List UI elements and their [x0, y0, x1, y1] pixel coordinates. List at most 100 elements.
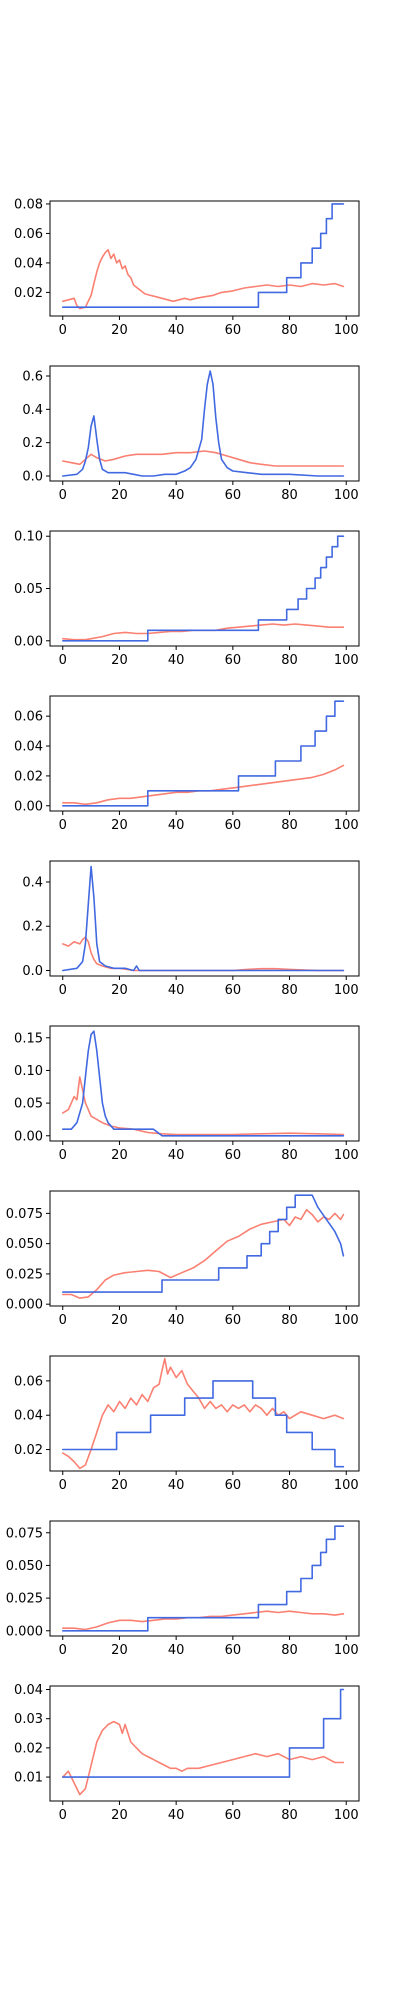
x-tick-label: 20	[111, 653, 128, 668]
y-tick-label: 0.15	[14, 1031, 43, 1046]
y-tick-label: 0.00	[14, 799, 43, 814]
x-tick-label: 40	[168, 818, 185, 833]
x-tick-label: 80	[281, 1808, 298, 1823]
x-tick-label: 40	[168, 1313, 185, 1328]
series-line-a	[62, 764, 345, 806]
x-tick-label: 80	[281, 653, 298, 668]
y-tick-label: 0.04	[14, 256, 43, 271]
y-tick-label: 0.02	[14, 1741, 43, 1756]
y-tick-label: 0.02	[14, 1443, 43, 1458]
x-tick-label: 100	[334, 1313, 359, 1328]
x-tick-label: 40	[168, 1643, 185, 1658]
y-tick-label: 0.00	[14, 1129, 43, 1144]
y-tick-label: 0.06	[14, 710, 43, 725]
series-line-a	[62, 623, 345, 641]
y-tick-label: 0.4	[22, 876, 43, 891]
y-tick-label: 0.0	[22, 964, 43, 979]
chart-6: 0 20 40 60 80 100 0.00 0.05 0.10 0.15	[14, 1025, 360, 1163]
y-tick-label: 0.01	[14, 1771, 43, 1786]
x-tick-label: 0	[59, 1478, 67, 1493]
x-tick-label: 40	[168, 1478, 185, 1493]
x-tick-label: 20	[111, 488, 128, 503]
x-tick-label: 40	[168, 323, 185, 338]
x-tick-label: 100	[334, 1643, 359, 1658]
chart-1: 0 20 40 60 80 100 0.02 0.04 0.06 0.08	[14, 197, 360, 338]
x-tick-label: 60	[225, 1478, 242, 1493]
x-tick-label: 100	[334, 1478, 359, 1493]
x-tick-label: 0	[59, 1148, 67, 1163]
x-tick-label: 60	[225, 1313, 242, 1328]
series-line-b	[62, 1688, 345, 1778]
x-tick-label: 100	[334, 983, 359, 998]
y-tick-label: 0.06	[14, 227, 43, 242]
x-tick-label: 80	[281, 983, 298, 998]
series-line-b	[62, 1030, 345, 1137]
x-tick-label: 0	[59, 983, 67, 998]
series-line-b	[62, 203, 345, 308]
x-tick-label: 100	[334, 323, 359, 338]
chart-2: 0 20 40 60 80 100 0.0 0.2 0.4 0.6	[22, 365, 360, 503]
y-tick-label: 0.04	[14, 1683, 43, 1698]
x-tick-label: 80	[281, 1478, 298, 1493]
series-line-b	[62, 1525, 345, 1632]
series-line-a	[62, 1357, 345, 1470]
y-tick-label: 0.05	[14, 1097, 43, 1112]
plot-frame	[49, 1355, 360, 1472]
y-tick-label: 0.06	[14, 1374, 43, 1389]
series-line-a	[62, 1076, 345, 1136]
chart-9: 0 20 40 60 80 100 0.000 0.025 0.050 0.075	[6, 1520, 360, 1658]
x-tick-label: 60	[225, 653, 242, 668]
x-tick-label: 40	[168, 1148, 185, 1163]
x-tick-label: 0	[59, 1313, 67, 1328]
x-tick-label: 0	[59, 323, 67, 338]
x-tick-label: 40	[168, 1808, 185, 1823]
y-tick-label: 0.04	[14, 740, 43, 755]
x-tick-label: 60	[225, 1808, 242, 1823]
y-tick-label: 0.2	[22, 436, 43, 451]
y-tick-label: 0.000	[6, 1624, 43, 1639]
x-tick-label: 60	[225, 488, 242, 503]
series-line-b	[62, 370, 345, 477]
chart-7: 0 20 40 60 80 100 0.000 0.025 0.050 0.075	[6, 1190, 360, 1328]
x-tick-label: 20	[111, 983, 128, 998]
plot-frame	[49, 1190, 360, 1307]
x-tick-label: 80	[281, 1313, 298, 1328]
x-tick-label: 60	[225, 818, 242, 833]
series-line-b	[62, 1380, 345, 1468]
y-tick-label: 0.02	[14, 769, 43, 784]
y-tick-label: 0.6	[22, 370, 43, 385]
x-tick-label: 80	[281, 323, 298, 338]
x-tick-label: 20	[111, 818, 128, 833]
series-line-b	[62, 535, 345, 642]
y-tick-label: 0.050	[6, 1237, 43, 1252]
x-tick-label: 20	[111, 1313, 128, 1328]
y-tick-label: 0.025	[6, 1592, 43, 1607]
plot-frame	[49, 1685, 360, 1802]
plot-frame	[49, 200, 360, 317]
series-line-a	[62, 248, 345, 310]
x-tick-label: 100	[334, 818, 359, 833]
x-tick-label: 40	[168, 488, 185, 503]
series-line-a	[62, 1209, 345, 1299]
y-tick-label: 0.025	[6, 1267, 43, 1282]
x-tick-label: 20	[111, 1808, 128, 1823]
chart-3: 0 20 40 60 80 100 0.00 0.05 0.10	[14, 530, 360, 668]
y-tick-label: 0.2	[22, 920, 43, 935]
y-tick-label: 0.10	[14, 530, 43, 545]
x-tick-label: 0	[59, 1808, 67, 1823]
series-line-a	[62, 450, 345, 467]
y-tick-label: 0.000	[6, 1298, 43, 1313]
y-tick-label: 0.08	[14, 197, 43, 212]
x-tick-label: 0	[59, 653, 67, 668]
chart-4: 0 20 40 60 80 100 0.00 0.02 0.04 0.06	[14, 695, 360, 833]
x-tick-label: 20	[111, 323, 128, 338]
x-tick-label: 80	[281, 488, 298, 503]
y-tick-label: 0.075	[6, 1207, 43, 1222]
plot-frame	[49, 1520, 360, 1637]
x-tick-label: 80	[281, 1643, 298, 1658]
x-tick-label: 60	[225, 983, 242, 998]
x-tick-label: 0	[59, 818, 67, 833]
x-tick-label: 100	[334, 1148, 359, 1163]
series-line-b	[62, 865, 345, 972]
